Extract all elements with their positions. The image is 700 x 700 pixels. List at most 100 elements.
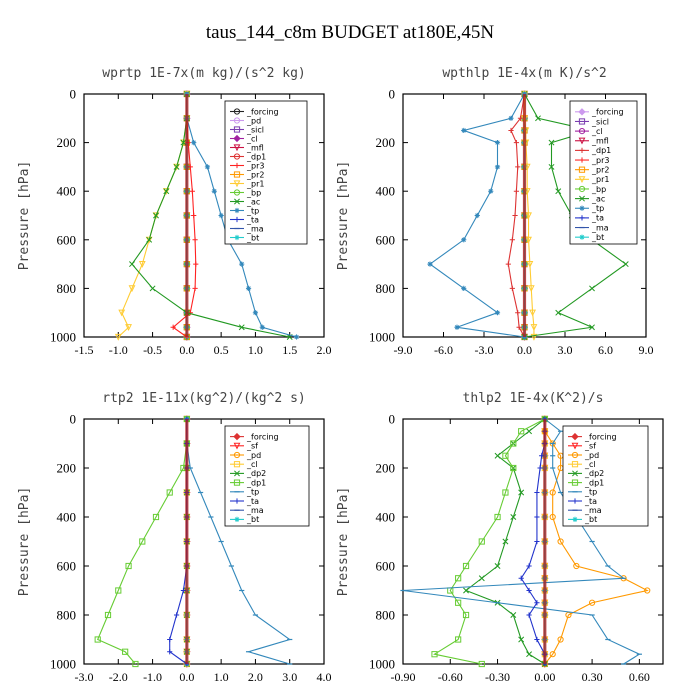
legend-label: _forcing bbox=[246, 432, 279, 441]
chart-panel-4: thlp2 1E-4x(K^2)/s Pressure [hPa] 0 200 400 6… bbox=[336, 391, 664, 684]
y-axis-label: Pressure [hPa] bbox=[336, 487, 351, 597]
legend-entry: _mfl bbox=[575, 137, 609, 146]
legend-label: _mfl bbox=[246, 143, 264, 152]
legend-label: _dp2 bbox=[246, 469, 266, 478]
legend-label: _ac bbox=[591, 194, 605, 203]
data-point bbox=[530, 324, 538, 331]
data-point bbox=[455, 636, 462, 643]
data-point bbox=[502, 489, 509, 496]
x-tick-label: 0.0 bbox=[179, 670, 194, 684]
data-point bbox=[259, 324, 265, 330]
legend-label: _dp1 bbox=[584, 478, 604, 487]
y-tick-label: 400 bbox=[57, 510, 77, 525]
legend-label: _pd bbox=[246, 116, 261, 125]
data-point bbox=[128, 285, 136, 293]
data-point bbox=[516, 324, 522, 330]
legend-label: _bt bbox=[591, 233, 604, 242]
x-tick-label: 3.0 bbox=[282, 670, 297, 684]
x-tick-label: 0.0 bbox=[179, 343, 194, 357]
legend-entry: _sicl bbox=[230, 125, 264, 134]
legend-entry: _bt bbox=[568, 515, 597, 524]
legend-entry: _dp2 bbox=[230, 469, 266, 478]
x-tick-label: 0.30 bbox=[582, 670, 603, 684]
series-dp1 bbox=[505, 91, 528, 340]
legend-marker bbox=[579, 147, 585, 153]
legend-entry: _dp1 bbox=[575, 146, 611, 155]
data-point bbox=[125, 324, 132, 331]
legend-marker bbox=[579, 195, 585, 202]
data-point bbox=[461, 285, 467, 291]
series-line bbox=[186, 419, 291, 665]
x-tick-label: -1.5 bbox=[75, 343, 94, 357]
x-tick-label: -1.0 bbox=[143, 670, 162, 684]
series-dp1 bbox=[94, 415, 190, 668]
series-pr1 bbox=[114, 90, 191, 341]
data-point bbox=[549, 651, 556, 658]
data-point bbox=[589, 285, 595, 292]
legend-marker bbox=[571, 451, 579, 459]
data-point bbox=[518, 636, 525, 643]
data-point bbox=[218, 212, 224, 219]
legend-label: _sf bbox=[246, 442, 258, 451]
legend: _forcing_sf_pd_cl_dp2_dp1_tp_ta_ma_bt bbox=[224, 425, 310, 527]
legend-label: _forcing bbox=[246, 107, 279, 116]
legend-entry: _dp2 bbox=[568, 469, 604, 478]
series-line bbox=[433, 418, 546, 665]
y-tick-label: 200 bbox=[376, 135, 396, 150]
data-point bbox=[153, 212, 159, 219]
data-point bbox=[239, 261, 245, 267]
legend-marker bbox=[571, 432, 579, 441]
series-line bbox=[131, 94, 290, 338]
legend-entry: _bt bbox=[230, 515, 259, 524]
legend-entry: _forcing bbox=[568, 432, 617, 441]
legend-label: _dp1 bbox=[591, 146, 611, 155]
legend-entry: _dp1 bbox=[230, 478, 266, 487]
legend-marker bbox=[571, 461, 579, 468]
legend-marker bbox=[233, 144, 241, 152]
legend-entry: _bp bbox=[575, 185, 606, 194]
legend-label: _sicl bbox=[591, 117, 609, 126]
data-point bbox=[526, 651, 533, 658]
data-point bbox=[145, 236, 153, 244]
legend-marker bbox=[234, 207, 240, 214]
data-point bbox=[204, 164, 211, 170]
legend-marker bbox=[578, 137, 586, 145]
legend-marker bbox=[234, 216, 240, 223]
data-point bbox=[510, 464, 517, 472]
data-point bbox=[463, 587, 469, 594]
legend-entry: _cl bbox=[230, 134, 258, 143]
legend-entry: _ma bbox=[568, 506, 602, 515]
legend-entry: _ma bbox=[230, 506, 264, 515]
y-tick-label: 400 bbox=[376, 510, 396, 525]
data-point bbox=[149, 285, 156, 292]
legend-marker bbox=[578, 166, 586, 173]
legend-marker bbox=[579, 205, 585, 211]
data-point bbox=[478, 538, 485, 545]
legend-label: _tp bbox=[584, 488, 597, 497]
data-point bbox=[125, 562, 132, 570]
data-point bbox=[427, 261, 433, 267]
data-point bbox=[162, 188, 170, 195]
legend-marker bbox=[233, 432, 241, 441]
legend-label: _pr3 bbox=[246, 161, 264, 170]
chart-title: rtp2 1E-11x(kg^2)/(kg^2 s) bbox=[102, 391, 306, 406]
data-point bbox=[494, 310, 501, 316]
legend-marker bbox=[234, 498, 240, 504]
legend-label: _forcing bbox=[584, 432, 617, 441]
legend-label: _pr2 bbox=[246, 170, 264, 179]
data-point bbox=[293, 334, 300, 340]
y-tick-label: 600 bbox=[376, 232, 396, 247]
legend-entry: _sf bbox=[230, 442, 258, 451]
data-point bbox=[252, 310, 259, 316]
data-point bbox=[509, 285, 515, 291]
legend-label: _ma bbox=[246, 224, 264, 233]
data-point bbox=[104, 611, 112, 619]
data-point bbox=[548, 139, 555, 146]
data-point bbox=[549, 489, 556, 496]
data-point bbox=[180, 587, 187, 594]
data-point bbox=[534, 538, 540, 545]
x-tick-label: 0.0 bbox=[517, 343, 532, 357]
data-point bbox=[129, 261, 135, 268]
chart-title: wprtp 1E-7x(m kg)/(s^2 kg) bbox=[102, 66, 306, 81]
y-axis-label: Pressure [hPa] bbox=[17, 161, 32, 271]
